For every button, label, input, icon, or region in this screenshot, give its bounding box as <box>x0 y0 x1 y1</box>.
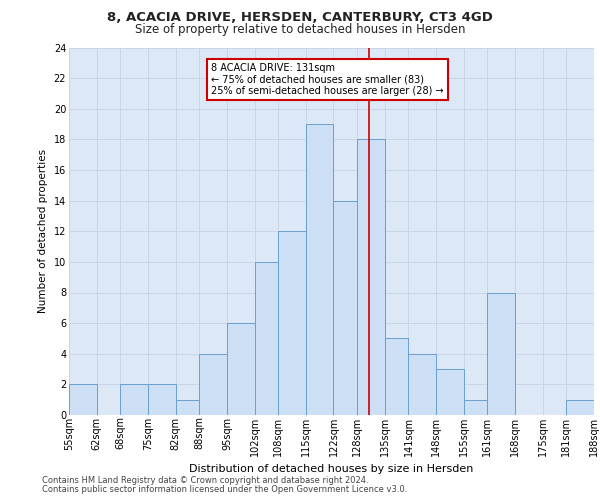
Y-axis label: Number of detached properties: Number of detached properties <box>38 149 48 314</box>
Text: 8, ACACIA DRIVE, HERSDEN, CANTERBURY, CT3 4GD: 8, ACACIA DRIVE, HERSDEN, CANTERBURY, CT… <box>107 11 493 24</box>
Bar <box>69 384 97 415</box>
Bar <box>306 124 334 415</box>
Bar <box>148 384 176 415</box>
Bar <box>566 400 594 415</box>
Text: Size of property relative to detached houses in Hersden: Size of property relative to detached ho… <box>135 22 465 36</box>
Bar <box>199 354 227 415</box>
Text: Contains public sector information licensed under the Open Government Licence v3: Contains public sector information licen… <box>42 485 407 494</box>
Bar <box>334 200 357 415</box>
Bar <box>176 400 199 415</box>
X-axis label: Distribution of detached houses by size in Hersden: Distribution of detached houses by size … <box>190 464 473 474</box>
Bar <box>409 354 436 415</box>
Bar <box>357 140 385 415</box>
Bar <box>227 323 254 415</box>
Text: Contains HM Land Registry data © Crown copyright and database right 2024.: Contains HM Land Registry data © Crown c… <box>42 476 368 485</box>
Bar <box>487 292 515 415</box>
Bar <box>464 400 487 415</box>
Bar <box>254 262 278 415</box>
Bar <box>121 384 148 415</box>
Bar <box>385 338 409 415</box>
Text: 8 ACACIA DRIVE: 131sqm
← 75% of detached houses are smaller (83)
25% of semi-det: 8 ACACIA DRIVE: 131sqm ← 75% of detached… <box>211 63 444 96</box>
Bar <box>278 231 306 415</box>
Bar <box>436 369 464 415</box>
